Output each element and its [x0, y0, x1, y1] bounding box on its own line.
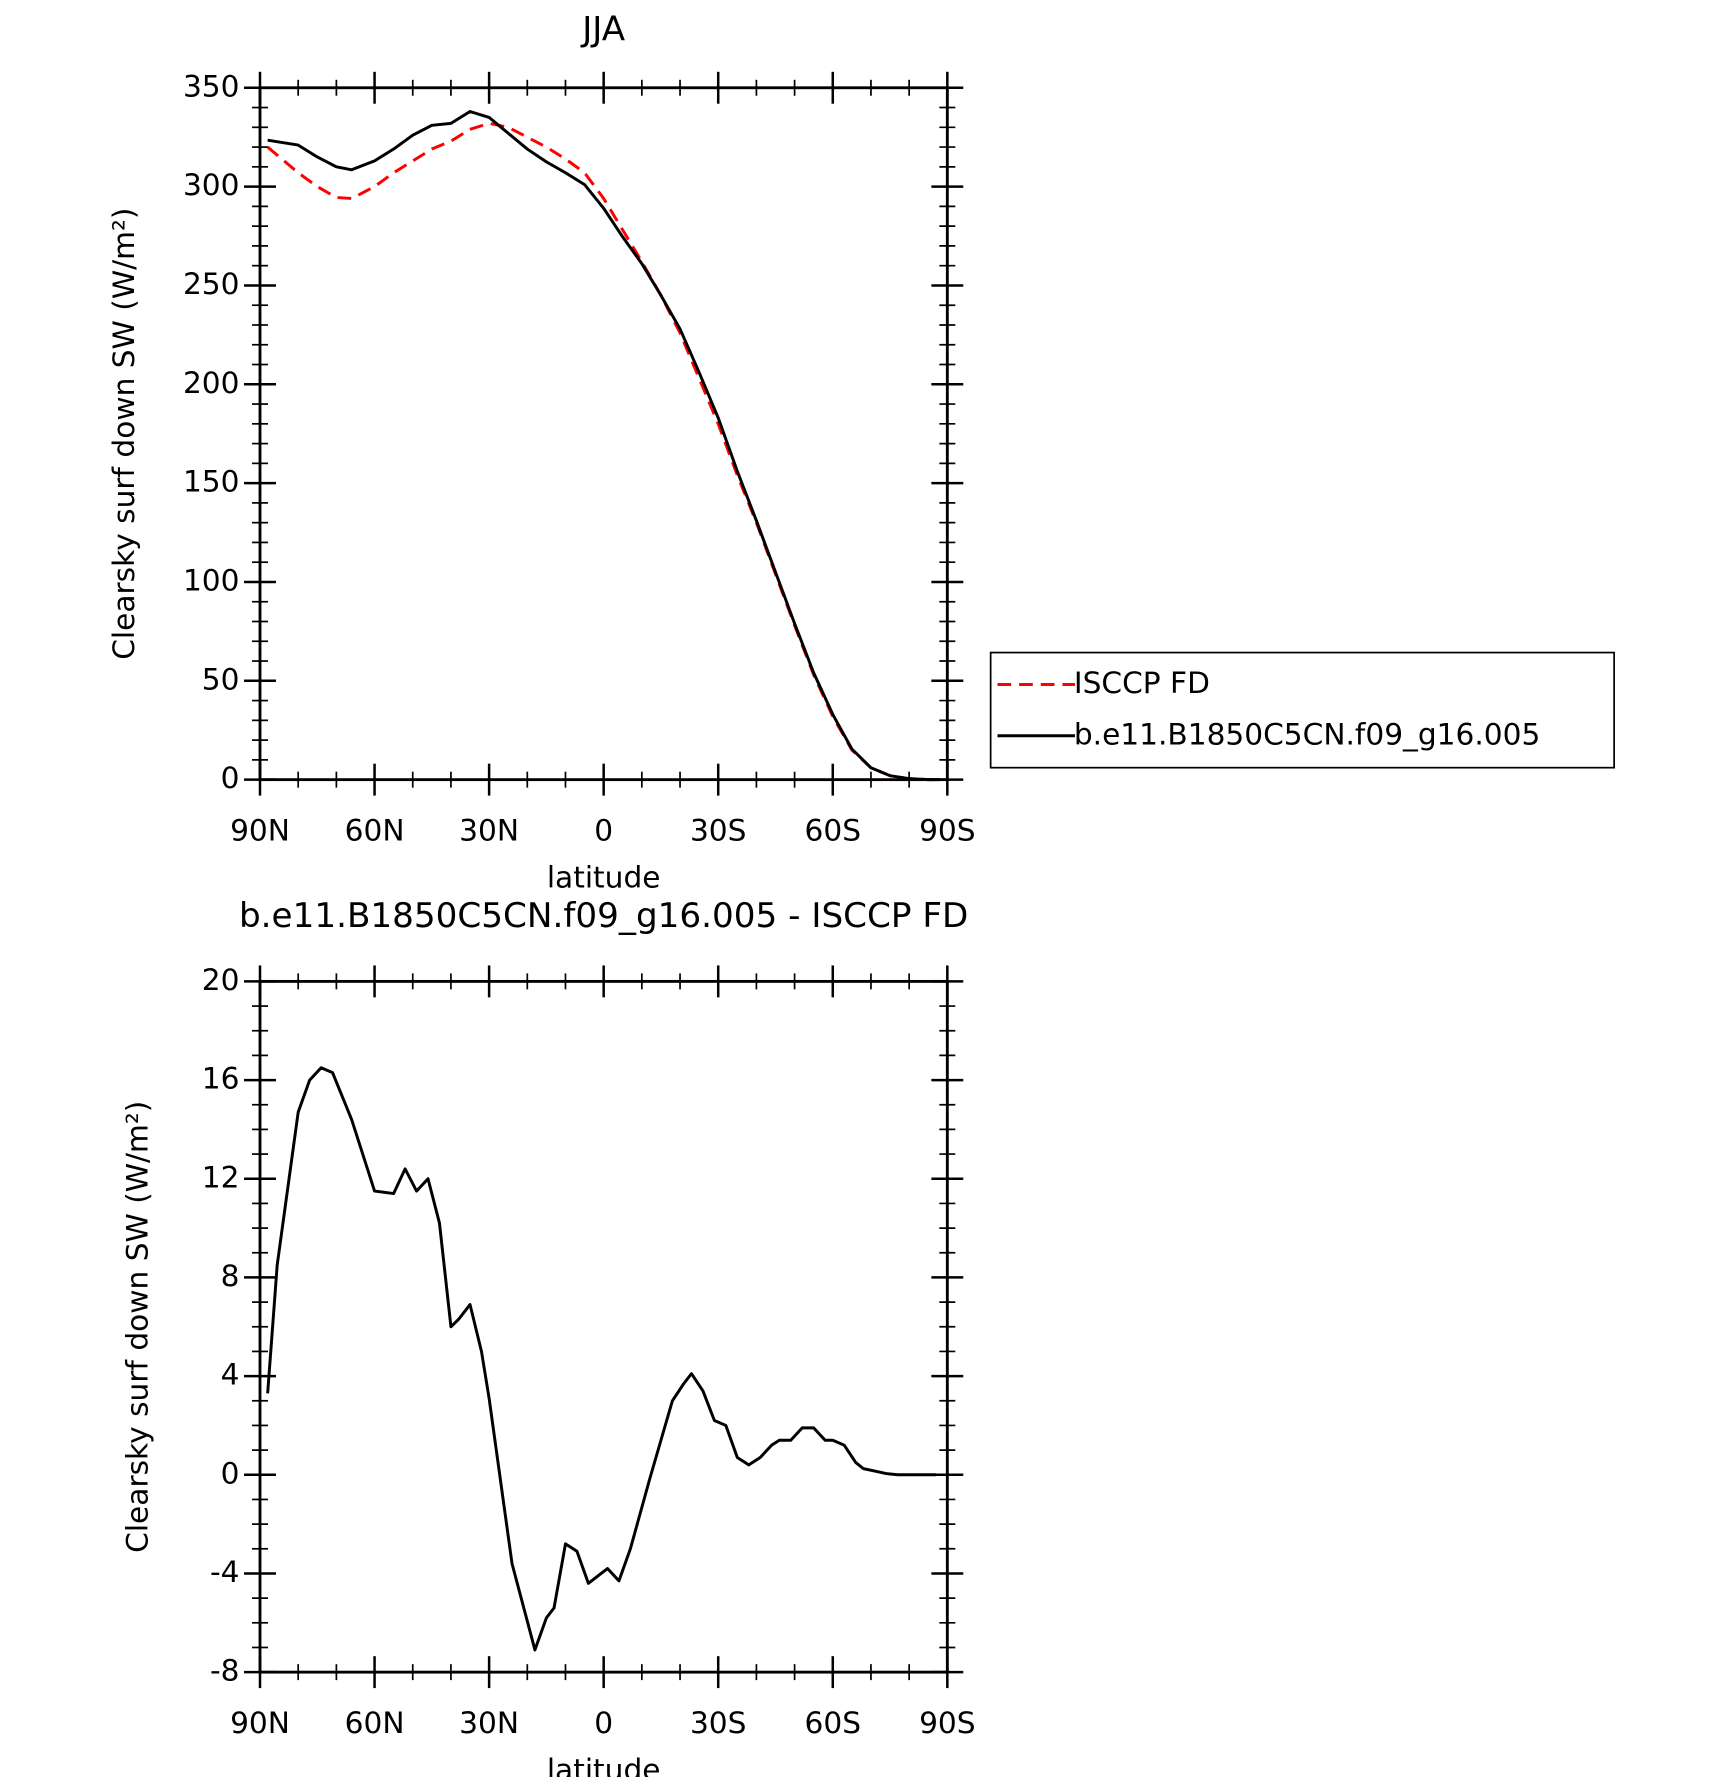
data-line [266, 1066, 936, 1652]
y-tick-label: 0 [221, 1455, 240, 1490]
y-tick-label: 20 [202, 962, 240, 997]
x-tick-label: 0 [594, 813, 613, 848]
y-tick-label: 150 [183, 464, 240, 499]
data-line [266, 121, 940, 782]
x-tick-label: 30S [690, 1705, 747, 1740]
y-tick-label: 200 [183, 365, 240, 400]
x-tick-label: 90S [919, 1705, 976, 1740]
y-tick-label: 100 [183, 562, 240, 597]
y-tick-label: 350 [183, 68, 240, 103]
x-tick-label: 60S [805, 1705, 862, 1740]
x-axis-label: latitude [547, 859, 661, 894]
x-tick-label: 60S [805, 813, 862, 848]
x-tick-label: 30N [459, 813, 519, 848]
x-tick-label: 90N [230, 1705, 290, 1740]
legend-label: ISCCP FD [1074, 665, 1210, 700]
x-axis-label: latitude [547, 1752, 661, 1777]
legend-label: b.e11.B1850C5CN.f09_g16.005 [1074, 716, 1540, 751]
y-tick-label: 4 [221, 1357, 240, 1392]
x-tick-label: 60N [345, 813, 405, 848]
y-tick-label: -8 [210, 1653, 240, 1688]
x-tick-label: 90S [919, 813, 976, 848]
data-line [267, 110, 940, 782]
y-tick-label: 300 [183, 167, 240, 202]
y-tick-label: 16 [202, 1061, 240, 1096]
y-tick-label: 250 [183, 266, 240, 301]
x-tick-label: 30S [690, 813, 747, 848]
y-tick-label: 12 [202, 1159, 240, 1194]
y-axis-label: Clearsky surf down SW (W/m²) [120, 1101, 155, 1553]
chart-title: b.e11.B1850C5CN.f09_g16.005 - ISCCP FD [239, 896, 968, 936]
y-tick-label: 0 [221, 760, 240, 795]
x-tick-label: 60N [345, 1705, 405, 1740]
y-axis-label: Clearsky surf down SW (W/m²) [106, 208, 141, 660]
y-tick-label: -4 [210, 1554, 240, 1589]
y-tick-label: 50 [202, 661, 240, 696]
plot-frame [258, 86, 949, 782]
x-tick-label: 30N [459, 1705, 519, 1740]
y-tick-label: 8 [221, 1258, 240, 1293]
x-tick-label: 90N [230, 813, 290, 848]
chart-title: JJA [580, 9, 626, 49]
legend-box [989, 651, 1615, 769]
plot-frame [258, 979, 949, 1674]
x-tick-label: 0 [594, 1705, 613, 1740]
